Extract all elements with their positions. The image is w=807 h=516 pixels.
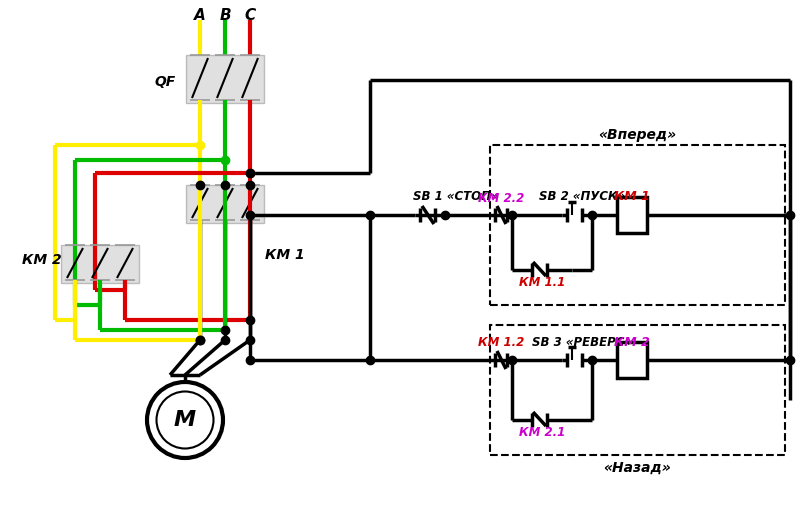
Text: SB 1 «СТОП»: SB 1 «СТОП» bbox=[413, 190, 499, 203]
Text: КМ 1: КМ 1 bbox=[266, 248, 305, 262]
Text: КМ 2.2: КМ 2.2 bbox=[478, 191, 524, 204]
Bar bbox=[61, 245, 139, 283]
Text: B: B bbox=[220, 8, 231, 23]
Bar bbox=[490, 325, 785, 455]
Text: QF: QF bbox=[154, 75, 176, 89]
Text: A: A bbox=[194, 8, 206, 23]
Bar bbox=[490, 145, 785, 305]
Text: КМ 1: КМ 1 bbox=[614, 190, 650, 203]
Text: M: M bbox=[174, 410, 196, 430]
Text: КМ 2.1: КМ 2.1 bbox=[519, 427, 565, 440]
Text: КМ 1.2: КМ 1.2 bbox=[478, 336, 524, 349]
Bar bbox=[186, 185, 264, 223]
Text: SB 3 «РЕВЕРС»: SB 3 «РЕВЕРС» bbox=[532, 336, 632, 349]
Text: КМ 2: КМ 2 bbox=[614, 336, 650, 349]
Text: «Вперед»: «Вперед» bbox=[599, 128, 676, 142]
Text: C: C bbox=[245, 8, 256, 23]
Text: SB 2 «ПУСК»: SB 2 «ПУСК» bbox=[539, 190, 625, 203]
Bar bbox=[186, 55, 264, 103]
Text: «Назад»: «Назад» bbox=[604, 461, 671, 475]
Text: КМ 1.1: КМ 1.1 bbox=[519, 277, 565, 289]
Bar bbox=[617, 342, 647, 378]
Bar bbox=[617, 197, 647, 233]
Text: КМ 2: КМ 2 bbox=[22, 253, 62, 267]
